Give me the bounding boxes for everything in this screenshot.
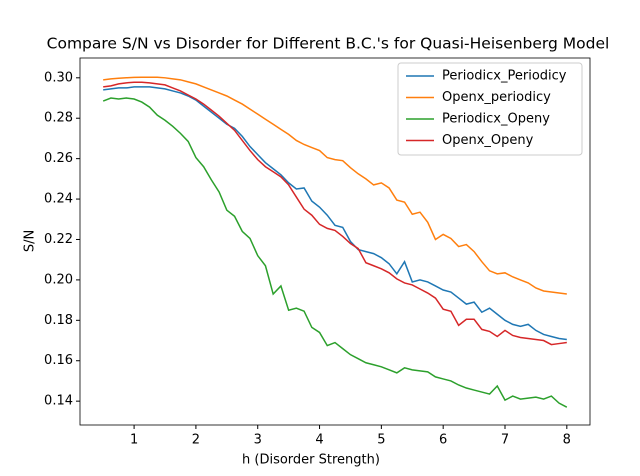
- series-line: [103, 86, 567, 341]
- y-tick-label: 0.14: [44, 394, 73, 409]
- series-line: [103, 81, 567, 346]
- y-tick-label: 0.16: [44, 353, 73, 368]
- x-tick-label: 7: [501, 433, 509, 448]
- legend-label: Periodicx_Openy: [442, 112, 550, 127]
- x-tick-label: 4: [315, 433, 323, 448]
- y-tick-label: 0.22: [44, 232, 73, 247]
- chart-title: Compare S/N vs Disorder for Different B.…: [47, 35, 610, 53]
- y-tick-label: 0.28: [44, 111, 73, 126]
- y-tick-label: 0.24: [44, 192, 73, 207]
- x-tick-label: 3: [254, 433, 262, 448]
- y-tick-label: 0.18: [44, 313, 73, 328]
- y-tick-label: 0.30: [44, 70, 73, 85]
- x-tick-label: 2: [192, 433, 200, 448]
- y-axis-label: S/N: [23, 230, 38, 252]
- series-line: [103, 76, 567, 295]
- x-tick-label: 5: [377, 433, 385, 448]
- series-line: [102, 97, 568, 408]
- legend-box: [397, 62, 583, 156]
- legend-label: Periodicx_Periodicy: [442, 69, 567, 84]
- y-tick-label: 0.26: [44, 151, 73, 166]
- x-axis-label: h (Disorder Strength): [242, 453, 380, 468]
- x-tick-label: 8: [563, 433, 571, 448]
- x-tick-label: 1: [130, 433, 138, 448]
- x-tick-label: 6: [439, 433, 447, 448]
- legend-label: Openx_periodicy: [442, 90, 551, 105]
- y-tick-label: 0.20: [44, 272, 73, 287]
- legend-label: Openx_Openy: [442, 133, 534, 148]
- plot-frame: [79, 57, 591, 426]
